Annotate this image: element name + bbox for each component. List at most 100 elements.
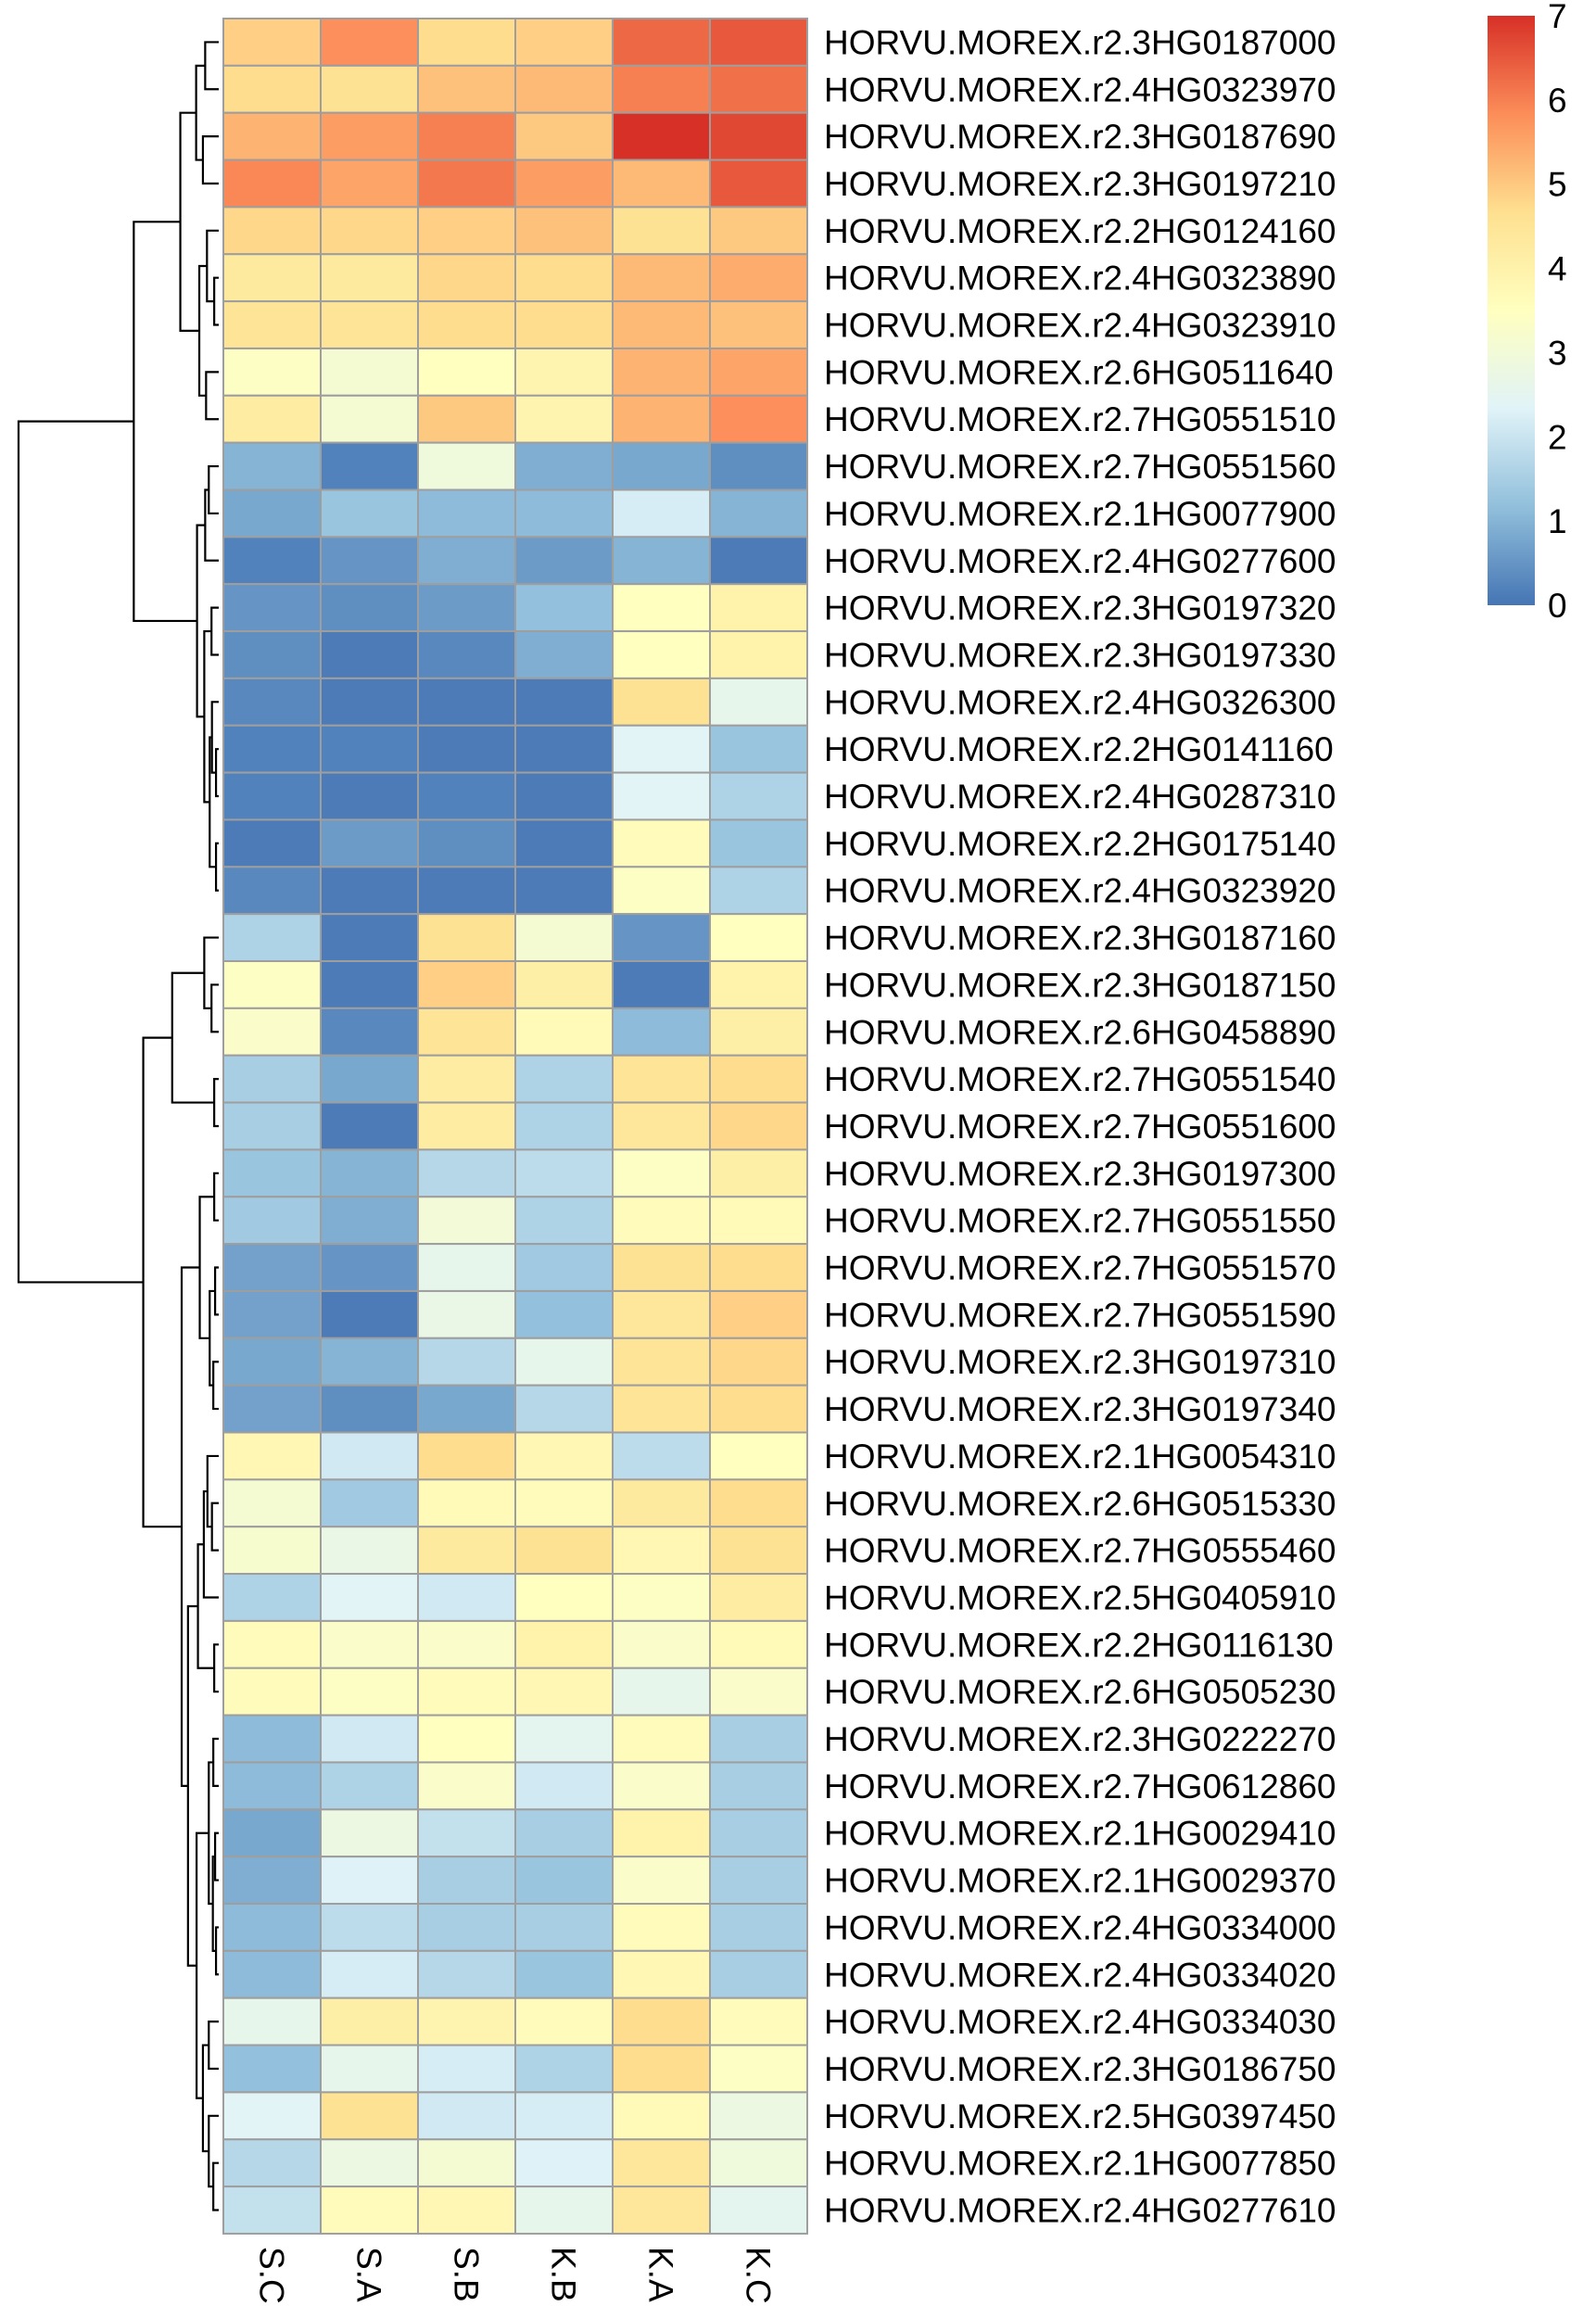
heatmap-cell [222, 1196, 322, 1246]
row-label: HORVU.MOREX.r2.1HG0077850 [824, 2145, 1336, 2183]
heatmap-cell [417, 2044, 516, 2094]
heatmap-cell [320, 347, 419, 397]
heatmap-cell [417, 866, 516, 916]
heatmap-cell [709, 2044, 808, 2094]
heatmap-cell [222, 1526, 322, 1576]
row-label: HORVU.MOREX.r2.3HG0197340 [824, 1390, 1336, 1428]
heatmap-cell [417, 1196, 516, 1246]
column-label: K.C [740, 2247, 778, 2304]
row-label: HORVU.MOREX.r2.3HG0186750 [824, 2050, 1336, 2088]
heatmap-cell [612, 2186, 711, 2235]
heatmap-cell [514, 111, 614, 161]
row-label: HORVU.MOREX.r2.7HG0551600 [824, 1108, 1336, 1146]
heatmap-cell [514, 1384, 614, 1434]
heatmap-cell [417, 347, 516, 397]
column-label: S.B [448, 2247, 486, 2302]
heatmap-cell [709, 630, 808, 679]
heatmap-cell [709, 1714, 808, 1764]
dendrogram-branch [213, 1266, 219, 1316]
heatmap-cell [612, 488, 711, 538]
heatmap-cell [514, 441, 614, 491]
heatmap-cell [417, 1007, 516, 1057]
row-label: HORVU.MOREX.r2.7HG0551570 [824, 1249, 1336, 1287]
heatmap-cell [709, 1526, 808, 1576]
heatmap-cell [222, 64, 322, 114]
heatmap-cell [709, 206, 808, 256]
heatmap-cell [222, 1243, 322, 1292]
heatmap-cell [514, 866, 614, 916]
heatmap-cell [320, 1903, 419, 1952]
row-label: HORVU.MOREX.r2.4HG0323920 [824, 872, 1336, 910]
heatmap-cell [222, 1384, 322, 1434]
heatmap-cell [709, 18, 808, 67]
dendrogram-branch [206, 1454, 219, 1528]
heatmap-cell [222, 158, 322, 209]
heatmap-cell [320, 1148, 419, 1198]
heatmap-cell [514, 1289, 614, 1339]
column-label: S.C [253, 2247, 291, 2304]
heatmap-cell [320, 1478, 419, 1528]
heatmap-cell [417, 677, 516, 727]
heatmap-cell [514, 488, 614, 538]
row-label: HORVU.MOREX.r2.1HG0029370 [824, 1862, 1336, 1900]
heatmap-cell [417, 300, 516, 349]
row-label: HORVU.MOREX.r2.3HG0197330 [824, 636, 1336, 674]
dendrogram-branch [214, 1926, 219, 1976]
heatmap-cell [320, 960, 419, 1009]
heatmap-cell [417, 394, 516, 444]
heatmap-cell [709, 2138, 808, 2188]
heatmap-cell [417, 1903, 516, 1952]
heatmap-cell [709, 771, 808, 821]
heatmap-cell [514, 1903, 614, 1952]
heatmap-cell [320, 2044, 419, 2094]
heatmap-cell [709, 1996, 808, 2046]
heatmap-cell [612, 583, 711, 633]
heatmap-cell [320, 724, 419, 774]
dendrogram-branch [142, 1036, 183, 1528]
heatmap-cell [320, 1054, 419, 1104]
heatmap-cell [514, 1573, 614, 1622]
heatmap-cell [514, 771, 614, 821]
heatmap-cell [612, 866, 711, 916]
heatmap-cell [417, 1148, 516, 1198]
heatmap-cell [612, 1949, 711, 1999]
row-label: HORVU.MOREX.r2.4HG0323910 [824, 307, 1336, 345]
color-legend: 0 1 2 3 4 5 6 7 [1488, 0, 1567, 625]
heatmap-cell [222, 2091, 322, 2141]
heatmap-cell [709, 960, 808, 1009]
heatmap-cell [417, 1431, 516, 1481]
heatmap-cell [709, 866, 808, 916]
heatmap-cell [612, 724, 711, 774]
heatmap-cell [320, 111, 419, 161]
heatmap-cell [709, 2186, 808, 2235]
heatmap-cell [417, 18, 516, 67]
row-label: HORVU.MOREX.r2.4HG0334000 [824, 1908, 1336, 1946]
heatmap-cell [222, 960, 322, 1009]
heatmap-cell [709, 394, 808, 444]
dendrogram-branch [133, 221, 197, 623]
heatmap-cell [320, 913, 419, 963]
dendrogram-branch [210, 983, 219, 1033]
color-legend-tick: 6 [1548, 82, 1567, 120]
heatmap-cell [514, 1619, 614, 1669]
heatmap-cell [320, 1856, 419, 1906]
heatmap-cell [320, 1761, 419, 1811]
row-label: HORVU.MOREX.r2.3HG0187690 [824, 118, 1336, 156]
dendrogram-branch [17, 420, 144, 1284]
row-label: HORVU.MOREX.r2.4HG0323970 [824, 70, 1336, 108]
heatmap-cell [514, 960, 614, 1009]
row-label: HORVU.MOREX.r2.5HG0397450 [824, 2097, 1336, 2135]
heatmap-cell [222, 347, 322, 397]
heatmap-cell [417, 441, 516, 491]
heatmap-cell [222, 1714, 322, 1764]
heatmap-cell [612, 1384, 711, 1434]
heatmap-cell [514, 64, 614, 114]
heatmap-cell [417, 64, 516, 114]
heatmap-cell [514, 347, 614, 397]
dendrogram-branch [210, 606, 219, 656]
dendrogram-branch [206, 229, 219, 303]
heatmap-cell [222, 1808, 322, 1858]
dendrogram-branch [213, 1831, 219, 1882]
heatmap-cell [222, 253, 322, 303]
heatmap-cell [320, 1619, 419, 1669]
